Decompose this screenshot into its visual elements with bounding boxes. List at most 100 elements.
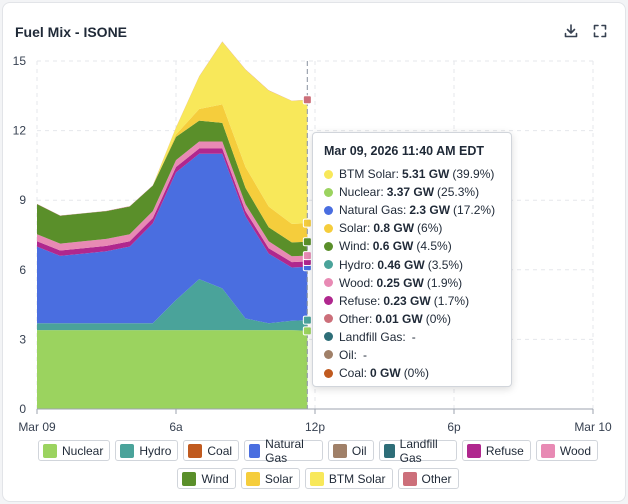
legend-label: Hydro	[139, 443, 172, 458]
fullscreen-button[interactable]	[590, 21, 610, 41]
x-tick-label: 6a	[169, 420, 183, 434]
legend-item-wind[interactable]: Wind	[177, 468, 236, 489]
tooltip-series-name: Natural Gas:	[339, 203, 407, 218]
tooltip-row: Hydro: 0.46 GW (3.5%)	[324, 255, 501, 273]
legend-swatch	[466, 443, 481, 458]
hover-tooltip: Mar 09, 2026 11:40 AM EDT BTM Solar: 5.31…	[312, 132, 512, 387]
tooltip-row: Refuse: 0.23 GW (1.7%)	[324, 292, 501, 310]
legend-label: Solar	[264, 471, 293, 486]
tooltip-series-name: Nuclear:	[339, 185, 384, 200]
legend-item-oil[interactable]: Oil	[327, 440, 374, 461]
tooltip-series-name: BTM Solar:	[339, 167, 400, 182]
tooltip-series-value: 0.46 GW	[377, 257, 425, 272]
legend-item-wood[interactable]: Wood	[535, 440, 598, 461]
series-color-dot	[324, 350, 333, 360]
legend-label: BTM Solar	[328, 471, 386, 486]
chart-title: Fuel Mix - ISONE	[15, 24, 128, 40]
tooltip-series-value: 2.3 GW	[409, 203, 451, 218]
download-button[interactable]	[561, 21, 581, 41]
tooltip-row: Natural Gas: 2.3 GW (17.2%)	[324, 201, 501, 219]
series-color-dot	[324, 278, 333, 288]
legend-item-hydro[interactable]: Hydro	[115, 440, 179, 461]
area-nuclear	[37, 330, 308, 409]
legend-item-btm-solar[interactable]: BTM Solar	[304, 468, 393, 489]
legend-swatch	[402, 471, 417, 486]
tooltip-row: Wind: 0.6 GW (4.5%)	[324, 237, 501, 255]
tooltip-series-value: 0.23 GW	[383, 293, 431, 308]
tooltip-row: Other: 0.01 GW (0%)	[324, 310, 501, 328]
legend-label: Wind	[201, 471, 229, 486]
x-tick-label: Mar 09	[18, 420, 56, 434]
legend-swatch	[540, 443, 555, 458]
y-tick-label: 9	[19, 193, 26, 207]
tooltip-series-pct: (1.9%)	[426, 275, 463, 290]
series-color-dot	[324, 223, 333, 233]
legend-swatch	[332, 443, 347, 458]
legend-swatch	[188, 443, 203, 458]
series-color-dot	[324, 205, 333, 215]
tooltip-series-pct: (3.5%)	[427, 257, 464, 272]
tooltip-series-name: Wind:	[339, 239, 370, 254]
series-color-dot	[324, 314, 333, 324]
legend-label: Natural Gas	[265, 436, 304, 465]
x-tick-label: 12p	[305, 420, 325, 434]
legend-item-refuse[interactable]: Refuse	[461, 440, 531, 461]
tooltip-series-pct: (1.7%)	[433, 293, 470, 308]
series-color-dot	[324, 296, 333, 306]
tooltip-series-pct: (4.5%)	[416, 239, 452, 254]
legend-item-natural-gas[interactable]: Natural Gas	[244, 437, 323, 465]
tooltip-series-pct: (0%)	[403, 366, 430, 381]
legend-item-other[interactable]: Other	[397, 468, 459, 489]
y-tick-label: 3	[19, 332, 26, 346]
legend-swatch	[43, 443, 57, 458]
tooltip-series-value: 0 GW	[370, 366, 401, 381]
legend-label: Nuclear	[62, 443, 104, 458]
tooltip-series-name: Coal:	[339, 366, 368, 381]
tooltip-row: Oil: -	[324, 346, 501, 364]
hover-marker-wind	[302, 237, 312, 247]
x-tick-label: Mar 10	[574, 420, 612, 434]
y-tick-label: 12	[13, 124, 27, 138]
tooltip-series-pct: -	[363, 347, 367, 362]
legend-item-nuclear[interactable]: Nuclear	[38, 440, 111, 461]
tooltip-series-pct: (6%)	[417, 221, 443, 236]
legend-item-solar[interactable]: Solar	[240, 468, 300, 489]
hover-marker-wood	[302, 251, 312, 261]
tooltip-title: Mar 09, 2026 11:40 AM EDT	[324, 144, 485, 158]
area-natural-gas	[37, 153, 308, 324]
tooltip-series-value: 0.01 GW	[375, 311, 423, 326]
series-color-dot	[324, 169, 333, 179]
tooltip-series-name: Oil:	[339, 347, 357, 362]
legend-label: Other	[421, 471, 452, 486]
area-wind	[37, 120, 308, 257]
legend-label: Wood	[559, 443, 591, 458]
tooltip-row: Coal: 0 GW (0%)	[324, 364, 501, 382]
y-tick-label: 0	[19, 402, 26, 416]
legend-swatch	[182, 471, 197, 486]
hover-marker-other	[302, 95, 312, 105]
area-btm-solar	[37, 41, 308, 224]
tooltip-series-value: 5.31 GW	[402, 167, 450, 182]
legend-swatch	[383, 443, 395, 458]
tooltip-row: Landfill Gas: -	[324, 328, 501, 346]
download-icon	[564, 24, 578, 38]
legend: Nuclear Hydro Coal Natural Gas Oil Landfill G…	[38, 437, 598, 496]
tooltip-series-name: Wood:	[339, 275, 374, 290]
series-color-dot	[324, 332, 333, 342]
tooltip-series-name: Other:	[339, 311, 373, 326]
legend-item-landfill-gas[interactable]: Landfill Gas	[378, 437, 457, 465]
tooltip-series-name: Solar:	[339, 221, 371, 236]
legend-swatch	[309, 471, 324, 486]
area-wood	[37, 141, 308, 263]
y-tick-label: 15	[13, 54, 27, 68]
tooltip-series-name: Landfill Gas:	[339, 329, 406, 344]
tooltip-series-pct: (25.3%)	[437, 185, 480, 200]
series-color-dot	[324, 368, 333, 378]
legend-item-coal[interactable]: Coal	[183, 440, 240, 461]
tooltip-series-pct: (0%)	[425, 311, 452, 326]
tooltip-row: Solar: 0.8 GW (6%)	[324, 219, 501, 237]
legend-swatch	[249, 443, 261, 458]
fuel-mix-chart: 0 3 6 9 12 15 Mar 09 6a 12p 6p Mar 10	[13, 41, 612, 434]
x-tick-label: 6p	[447, 420, 461, 434]
hover-marker-nuclear	[302, 326, 312, 336]
